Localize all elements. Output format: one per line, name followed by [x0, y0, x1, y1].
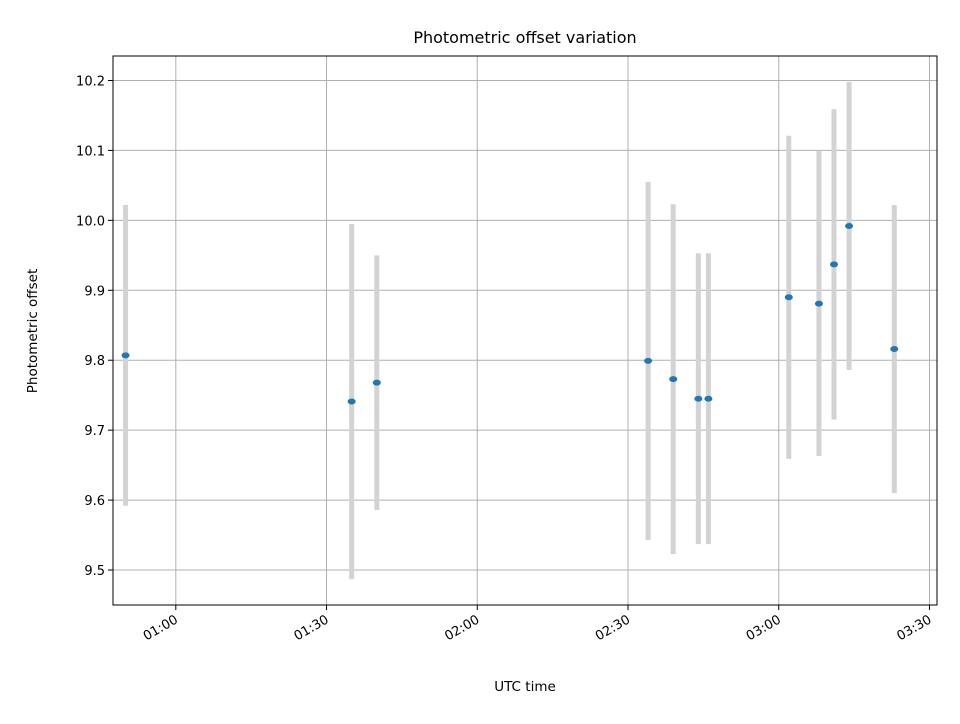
- y-tick-label: 9.7: [84, 424, 105, 439]
- y-tick-label: 9.9: [84, 284, 105, 299]
- data-point: [372, 379, 381, 386]
- y-tick-label: 9.6: [84, 494, 105, 509]
- data-point: [814, 300, 823, 307]
- data-point: [890, 346, 899, 353]
- y-axis-label: Photometric offset: [25, 269, 41, 393]
- data-point: [644, 357, 653, 364]
- data-point: [784, 294, 793, 301]
- y-tick-label: 10.0: [76, 214, 105, 229]
- y-tick-label: 9.8: [84, 354, 105, 369]
- data-point: [845, 222, 854, 229]
- data-point: [121, 352, 130, 359]
- data-point: [694, 395, 703, 402]
- grid: [113, 56, 937, 605]
- data-point: [704, 395, 713, 402]
- data-points: [121, 222, 899, 405]
- plot-area-frame: [112, 55, 938, 606]
- data-point: [830, 261, 838, 268]
- data-point: [347, 398, 356, 405]
- y-tick-label: 10.2: [76, 74, 105, 89]
- chart-title: Photometric offset variation: [413, 28, 636, 47]
- y-axis-ticks: 9.5 9.6 9.7 9.8 9.9 10.0 10.1 10.2: [76, 74, 113, 579]
- x-axis-label: UTC time: [494, 679, 556, 695]
- y-tick-label: 9.5: [84, 564, 105, 579]
- data-point: [669, 376, 678, 383]
- y-tick-label: 10.1: [76, 144, 105, 159]
